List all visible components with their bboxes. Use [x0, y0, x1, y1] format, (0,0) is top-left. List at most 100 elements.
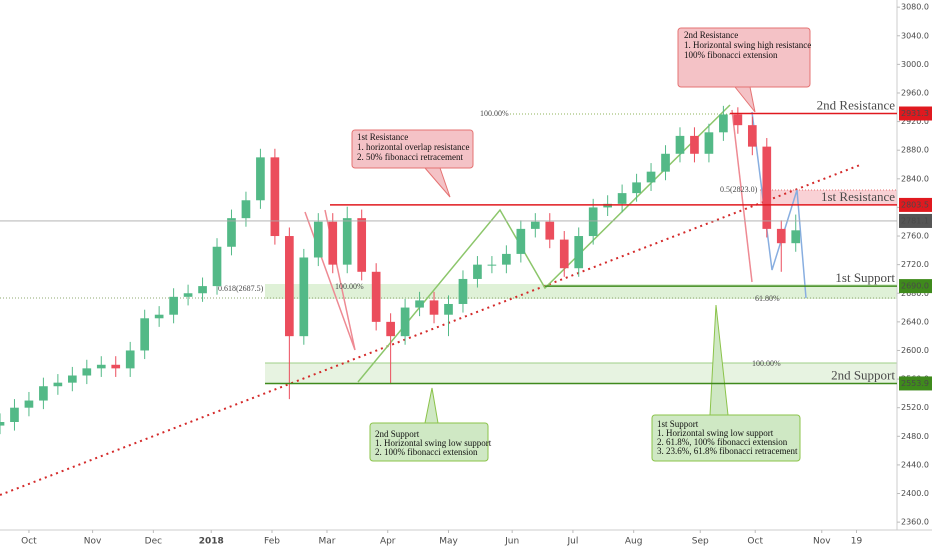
- price-tag: [899, 279, 932, 294]
- candle-body: [473, 264, 482, 279]
- y-tick-label: 2440.0: [901, 460, 929, 469]
- y-tick-label: 2680.0: [901, 289, 929, 298]
- note: 1st Resistance 1. horizontal overlap res…: [351, 129, 474, 198]
- level-label: 1st Resistance: [821, 189, 895, 204]
- candle-body: [111, 364, 121, 369]
- candle-body: [415, 300, 424, 308]
- candle-body: [458, 278, 468, 304]
- candle-body: [733, 114, 743, 126]
- note: 1st Support 1. Horizontal swing low supp…: [651, 304, 801, 462]
- price-tag: [899, 213, 932, 228]
- candle-body: [487, 264, 497, 266]
- candle-body: [502, 253, 511, 265]
- price-tag-label: 2931.3: [901, 109, 929, 118]
- y-tick-label: 2960.0: [901, 88, 929, 97]
- x-tick-label: Sep: [692, 537, 709, 547]
- y-tick-label: 2360.0: [901, 518, 929, 527]
- candle-body: [313, 221, 323, 258]
- candle-body: [719, 114, 728, 133]
- candle-body: [140, 318, 150, 351]
- support-zone: [265, 284, 897, 299]
- y-tick-label: 2840.0: [901, 174, 929, 183]
- candle-body: [791, 230, 801, 244]
- candle-body: [53, 382, 63, 387]
- y-tick-label: 2480.0: [901, 432, 929, 441]
- candle-body: [559, 239, 569, 269]
- candle-body: [10, 407, 19, 422]
- candle-body: [270, 157, 280, 237]
- note-title: 1st Resistance: [357, 132, 408, 142]
- candle-body: [675, 135, 685, 154]
- note-line: 1. Horizontal swing low support: [375, 438, 492, 448]
- x-tick-label: Feb: [264, 537, 280, 547]
- candle-body: [690, 135, 699, 154]
- note-line: 1. Horizontal swing high resistance: [684, 40, 811, 50]
- candle-body: [704, 132, 714, 154]
- candle-body: [530, 221, 540, 229]
- candle-body: [342, 218, 352, 265]
- x-tick-label: Mar: [318, 537, 335, 547]
- x-tick-label: Jun: [504, 537, 519, 547]
- note: 2nd Resistance 1. Horizontal swing high …: [677, 27, 811, 113]
- y-tick-label: 3040.0: [901, 31, 929, 40]
- y-tick-label: 2920.0: [901, 117, 929, 126]
- price-tag: [899, 106, 932, 121]
- candle-body: [400, 307, 410, 337]
- candles: [0, 105, 801, 435]
- candle-body: [661, 153, 670, 172]
- y-tick-label: 2520.0: [901, 403, 929, 412]
- note-line: 2. 50% fibonacci retracement: [357, 152, 463, 162]
- y-tick-label: 2640.0: [901, 317, 929, 326]
- fib-label: 100.00%: [752, 359, 781, 368]
- fib-label: 100.00%: [480, 109, 509, 118]
- x-tick-label: Dec: [145, 537, 162, 547]
- fib-label: 61.80%: [755, 294, 780, 303]
- y-tick-label: 3000.0: [901, 60, 929, 69]
- note-line: 1. horizontal overlap resistance: [357, 142, 469, 152]
- candle-body: [212, 246, 222, 287]
- candle-body: [169, 296, 178, 315]
- price-tag-label: 2781.1: [901, 216, 929, 225]
- level-label: 2nd Support: [831, 367, 895, 382]
- candle-body: [444, 303, 453, 315]
- candle-body: [256, 157, 265, 201]
- x-tick-label: Oct: [21, 537, 37, 547]
- x-tick-label: Oct: [747, 537, 763, 547]
- candle-body: [632, 182, 641, 194]
- y-tick-label: 2600.0: [901, 346, 929, 355]
- fib-label: 100.00%: [335, 282, 364, 291]
- candle-body: [516, 228, 526, 254]
- candle-body: [198, 286, 207, 294]
- x-tick-label: Aug: [625, 537, 643, 547]
- candle-body: [241, 200, 251, 219]
- candle-body: [545, 221, 555, 240]
- fib-label: 0.618(2687.5): [218, 284, 264, 293]
- candle-body: [747, 125, 757, 147]
- candle-body: [227, 218, 236, 247]
- candle-body: [776, 228, 786, 244]
- note-line: 100% fibonacci extension: [684, 50, 778, 60]
- price-tag-label: 2553.9: [901, 379, 929, 388]
- candle-body: [82, 368, 92, 376]
- note-title: 2nd Support: [375, 429, 420, 439]
- note-line: 1. Horizontal swing low support: [657, 428, 774, 438]
- level-label: 1st Support: [835, 270, 895, 285]
- x-tick-label: 2018: [199, 537, 224, 547]
- candle-body: [0, 421, 5, 426]
- note-line: 2. 61.8%, 100% fibonacci extension: [657, 437, 788, 447]
- y-tick-label: 3080.0: [901, 3, 929, 12]
- candle-body: [588, 207, 598, 237]
- note-line: 2. 100% fibonacci extension: [375, 447, 478, 457]
- y-tick-label: 2400.0: [901, 489, 929, 498]
- candle-body: [617, 193, 627, 204]
- fib-label: 0.5(2823.0): [720, 185, 758, 194]
- note-title: 1st Support: [657, 419, 699, 429]
- note-line: 3. 23.6%, 61.8% fibonacci retracement: [657, 446, 798, 456]
- x-tick-label: Jul: [566, 537, 578, 547]
- candle-body: [67, 375, 77, 383]
- y-tick-label: 2760.0: [901, 232, 929, 241]
- level-label: 2nd Resistance: [817, 97, 896, 112]
- candle-body: [386, 321, 395, 337]
- note-title: 2nd Resistance: [684, 30, 738, 40]
- price-tag: [899, 197, 932, 212]
